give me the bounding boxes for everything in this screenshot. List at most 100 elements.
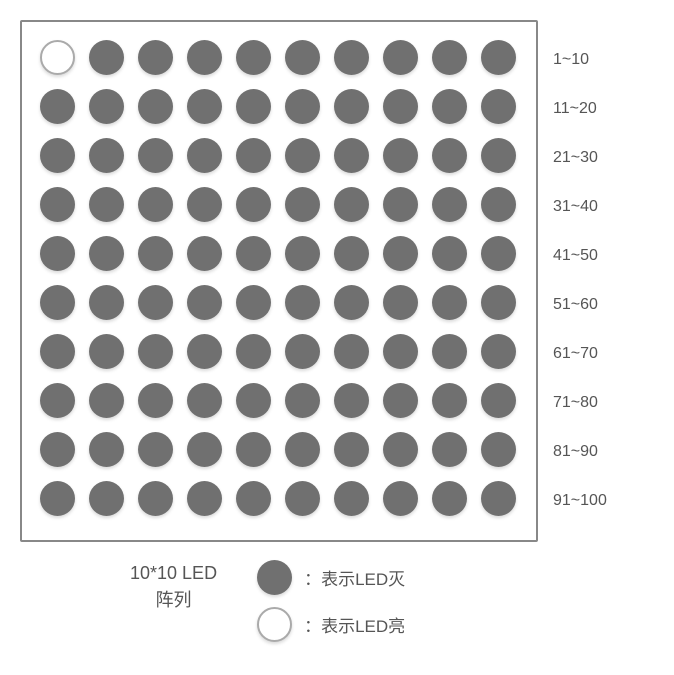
- row-label: 31~40: [553, 189, 607, 224]
- led-cell: [40, 432, 75, 467]
- led-cell: [40, 285, 75, 320]
- led-cell: [40, 334, 75, 369]
- led-cell: [481, 481, 516, 516]
- led-cell: [334, 334, 369, 369]
- led-cell: [383, 236, 418, 271]
- led-cell: [383, 383, 418, 418]
- led-cell: [383, 138, 418, 173]
- led-cell: [187, 40, 222, 75]
- led-cell: [236, 89, 271, 124]
- led-cell: [138, 334, 173, 369]
- legend-title-line1: 10*10 LED: [130, 563, 217, 583]
- led-cell: [187, 432, 222, 467]
- row-label: 11~20: [553, 91, 607, 126]
- led-cell: [138, 187, 173, 222]
- led-cell: [334, 285, 369, 320]
- row-label: 1~10: [553, 42, 607, 77]
- led-cell: [89, 138, 124, 173]
- led-cell: [432, 481, 467, 516]
- led-cell: [187, 89, 222, 124]
- legend-led-off-icon: [257, 560, 292, 595]
- row-label: 81~90: [553, 434, 607, 469]
- led-cell: [285, 138, 320, 173]
- led-cell: [432, 138, 467, 173]
- led-cell: [432, 89, 467, 124]
- led-cell: [89, 383, 124, 418]
- row-label: 91~100: [553, 483, 607, 518]
- led-cell: [40, 40, 75, 75]
- led-cell: [481, 383, 516, 418]
- led-cell: [236, 236, 271, 271]
- led-cell: [285, 383, 320, 418]
- row-label: 41~50: [553, 238, 607, 273]
- led-cell: [334, 383, 369, 418]
- legend-title-line2: 阵列: [156, 590, 192, 610]
- led-cell: [236, 187, 271, 222]
- legend-item-on: ：表示LED亮: [257, 607, 405, 642]
- led-cell: [236, 432, 271, 467]
- led-cell: [138, 432, 173, 467]
- led-cell: [89, 334, 124, 369]
- led-cell: [334, 40, 369, 75]
- row-label: 21~30: [553, 140, 607, 175]
- led-cell: [285, 285, 320, 320]
- led-cell: [89, 236, 124, 271]
- legend-items: ：表示LED灭 ：表示LED亮: [257, 560, 405, 642]
- legend-led-on-icon: [257, 607, 292, 642]
- led-cell: [138, 138, 173, 173]
- led-cell: [40, 383, 75, 418]
- led-cell: [383, 432, 418, 467]
- led-cell: [236, 383, 271, 418]
- led-cell: [334, 89, 369, 124]
- led-cell: [383, 89, 418, 124]
- led-cell: [236, 334, 271, 369]
- led-cell: [40, 481, 75, 516]
- row-label: 71~80: [553, 385, 607, 420]
- led-cell: [187, 187, 222, 222]
- led-cell: [40, 89, 75, 124]
- led-cell: [481, 138, 516, 173]
- led-cell: [432, 40, 467, 75]
- led-cell: [383, 187, 418, 222]
- led-cell: [187, 236, 222, 271]
- led-cell: [89, 285, 124, 320]
- led-cell: [236, 481, 271, 516]
- led-cell: [285, 40, 320, 75]
- led-cell: [89, 187, 124, 222]
- led-cell: [138, 481, 173, 516]
- led-cell: [334, 481, 369, 516]
- led-cell: [383, 285, 418, 320]
- led-cell: [40, 187, 75, 222]
- led-cell: [481, 285, 516, 320]
- led-cell: [432, 432, 467, 467]
- led-cell: [334, 432, 369, 467]
- led-cell: [187, 383, 222, 418]
- led-cell: [187, 138, 222, 173]
- led-cell: [187, 285, 222, 320]
- led-cell: [187, 481, 222, 516]
- led-cell: [40, 236, 75, 271]
- legend: 10*10 LED 阵列 ：表示LED灭 ：表示LED亮: [20, 560, 654, 642]
- led-cell: [89, 432, 124, 467]
- row-labels: 1~1011~2021~3031~4041~5051~6061~7071~808…: [553, 20, 607, 542]
- led-cell: [432, 236, 467, 271]
- led-cell: [383, 40, 418, 75]
- led-cell: [236, 285, 271, 320]
- led-grid-frame: [20, 20, 538, 542]
- led-cell: [89, 89, 124, 124]
- led-cell: [89, 40, 124, 75]
- led-cell: [383, 334, 418, 369]
- led-cell: [285, 432, 320, 467]
- led-cell: [138, 383, 173, 418]
- legend-on-text: ：表示LED亮: [304, 612, 405, 637]
- led-cell: [383, 481, 418, 516]
- diagram-container: 1~1011~2021~3031~4041~5051~6061~7071~808…: [20, 20, 654, 542]
- row-label: 61~70: [553, 336, 607, 371]
- legend-title: 10*10 LED 阵列: [130, 560, 217, 614]
- led-cell: [89, 481, 124, 516]
- led-cell: [432, 187, 467, 222]
- legend-off-text: ：表示LED灭: [304, 565, 405, 590]
- led-cell: [40, 138, 75, 173]
- led-cell: [334, 236, 369, 271]
- led-cell: [138, 40, 173, 75]
